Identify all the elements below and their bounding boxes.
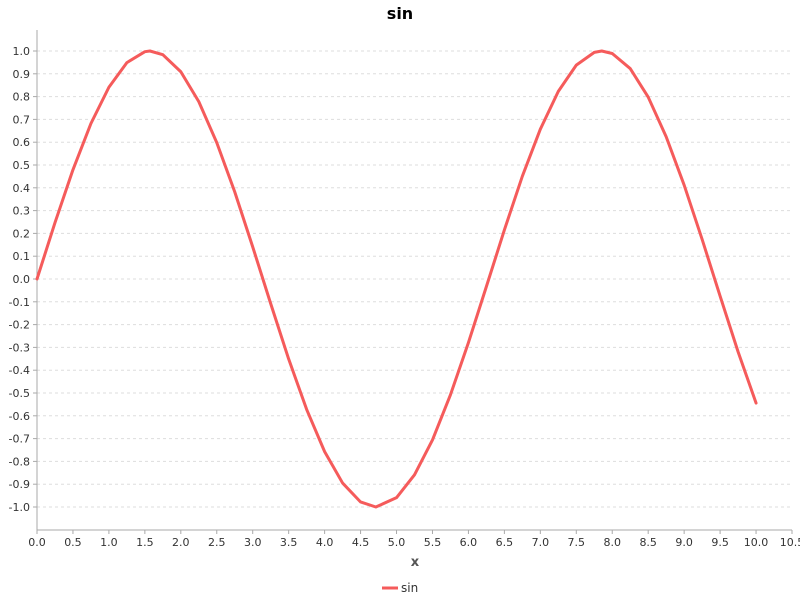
y-tick-label: -0.8	[9, 455, 30, 468]
y-tick-label: 0.2	[13, 227, 31, 240]
y-tick-label: -1.0	[9, 501, 30, 514]
x-tick-label: 1.5	[136, 536, 154, 549]
y-tick-label: 0.8	[13, 91, 31, 104]
legend-label: sin	[401, 581, 418, 595]
x-tick-label: 6.5	[496, 536, 514, 549]
y-tick-label: 0.0	[13, 273, 31, 286]
y-tick-label: -0.2	[9, 319, 30, 332]
y-tick-label: 0.5	[13, 159, 31, 172]
x-tick-label: 4.5	[352, 536, 370, 549]
grid-layer	[37, 50, 792, 508]
y-tick-label: -0.1	[9, 296, 30, 309]
x-tick-label: 9.5	[711, 536, 729, 549]
x-axis-title: x	[411, 555, 420, 570]
x-tick-label: 8.0	[603, 536, 621, 549]
x-tick-label: 6.0	[460, 536, 478, 549]
x-tick-label: 2.0	[172, 536, 190, 549]
y-tick-label: -0.6	[9, 410, 30, 423]
x-tick-label: 9.0	[675, 536, 693, 549]
y-tick-label: -0.9	[9, 478, 30, 491]
y-tick-label: 0.7	[13, 113, 31, 126]
y-tick-label: -0.5	[9, 387, 30, 400]
x-tick-label: 7.5	[568, 536, 586, 549]
y-tick-label: -0.4	[9, 364, 30, 377]
series-layer	[35, 49, 758, 509]
chart-title: sin	[387, 4, 413, 23]
x-tick-label: 0.5	[64, 536, 82, 549]
x-tick-label: 2.5	[208, 536, 226, 549]
y-tick-label: 1.0	[13, 45, 31, 58]
x-tick-label: 7.0	[532, 536, 550, 549]
y-tick-label: 0.1	[13, 250, 31, 263]
y-tick-label: 0.9	[13, 68, 31, 81]
x-tick-label: 10.5	[780, 536, 800, 549]
x-tick-label: 5.0	[388, 536, 406, 549]
x-tick-label: 3.5	[280, 536, 298, 549]
series-line-sin	[35, 49, 758, 509]
x-tick-label: 5.5	[424, 536, 442, 549]
y-tick-label: 0.4	[13, 182, 31, 195]
axis-layer: 1.0 0.9 0.8 0.7 0.6 0.5 0.4 0.3 0.2 0.1 0.0 -0.1 -0.…	[9, 30, 800, 549]
x-tick-label: 8.5	[639, 536, 657, 549]
x-tick-label: 0.0	[28, 536, 46, 549]
x-tick-label: 4.0	[316, 536, 334, 549]
y-tick-label: -0.7	[9, 433, 30, 446]
y-tick-label: 0.3	[13, 205, 31, 218]
x-tick-label: 3.0	[244, 536, 262, 549]
x-tick-label: 10.0	[744, 536, 769, 549]
legend[interactable]: sin	[382, 581, 418, 595]
y-tick-label: -0.3	[9, 341, 30, 354]
x-tick-label: 1.0	[100, 536, 118, 549]
y-tick-label: 0.6	[13, 136, 31, 149]
